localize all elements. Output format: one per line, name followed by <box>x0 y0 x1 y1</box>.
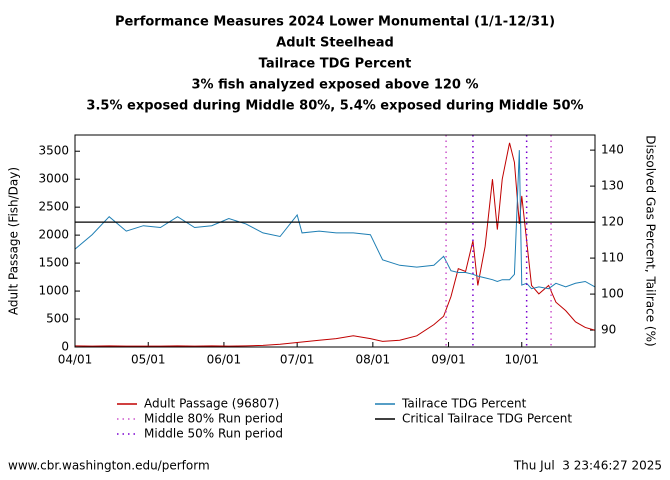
footer-left: www.cbr.washington.edu/perform <box>8 459 210 473</box>
y2-tick-label: 90 <box>601 323 616 337</box>
legend-label: Middle 80% Run period <box>144 412 283 426</box>
legend-label: Tailrace TDG Percent <box>401 397 527 411</box>
x-tick-label: 08/01 <box>356 353 391 367</box>
series-line <box>74 142 596 347</box>
subtitle: Tailrace TDG Percent <box>259 57 412 72</box>
chart-title: Performance Measures 2024 Lower Monument… <box>115 15 555 30</box>
y-tick-label: 2000 <box>38 228 69 242</box>
legend-label: Adult Passage (96807) <box>144 397 279 411</box>
x-tick-label: 04/01 <box>58 353 93 367</box>
subtitle: Adult Steelhead <box>276 36 394 51</box>
x-tick-label: 10/01 <box>504 353 539 367</box>
x-tick-label: 05/01 <box>131 353 166 367</box>
subtitle: 3% fish analyzed exposed above 120 % <box>191 78 478 93</box>
y-tick-label: 3500 <box>38 144 69 158</box>
x-tick-label: 06/01 <box>207 353 242 367</box>
subtitle: 3.5% exposed during Middle 80%, 5.4% exp… <box>86 99 583 114</box>
y-tick-label: 500 <box>46 312 69 326</box>
x-tick-label: 09/01 <box>431 353 466 367</box>
footer-right: Thu Jul 3 23:46:27 2025 <box>513 459 662 473</box>
x-tick-label: 07/01 <box>280 353 315 367</box>
y2-tick-label: 100 <box>601 287 624 301</box>
plot-frame <box>74 134 596 348</box>
y-axis-label: Adult Passage (Fish/Day) <box>7 167 21 315</box>
y-tick-label: 0 <box>61 340 69 354</box>
y-tick-label: 1500 <box>38 256 69 270</box>
y2-tick-label: 110 <box>601 251 624 265</box>
y2-tick-label: 130 <box>601 179 624 193</box>
y2-axis-label: Dissolved Gas Percent, Tailrace (%) <box>644 135 658 346</box>
series-line <box>74 150 596 290</box>
legend-label: Middle 50% Run period <box>144 427 283 441</box>
legend-label: Critical Tailrace TDG Percent <box>402 412 572 426</box>
y-tick-label: 2500 <box>38 200 69 214</box>
y2-tick-label: 120 <box>601 215 624 229</box>
y2-tick-label: 140 <box>601 143 624 157</box>
y-tick-label: 1000 <box>38 284 69 298</box>
y-tick-label: 3000 <box>38 172 69 186</box>
